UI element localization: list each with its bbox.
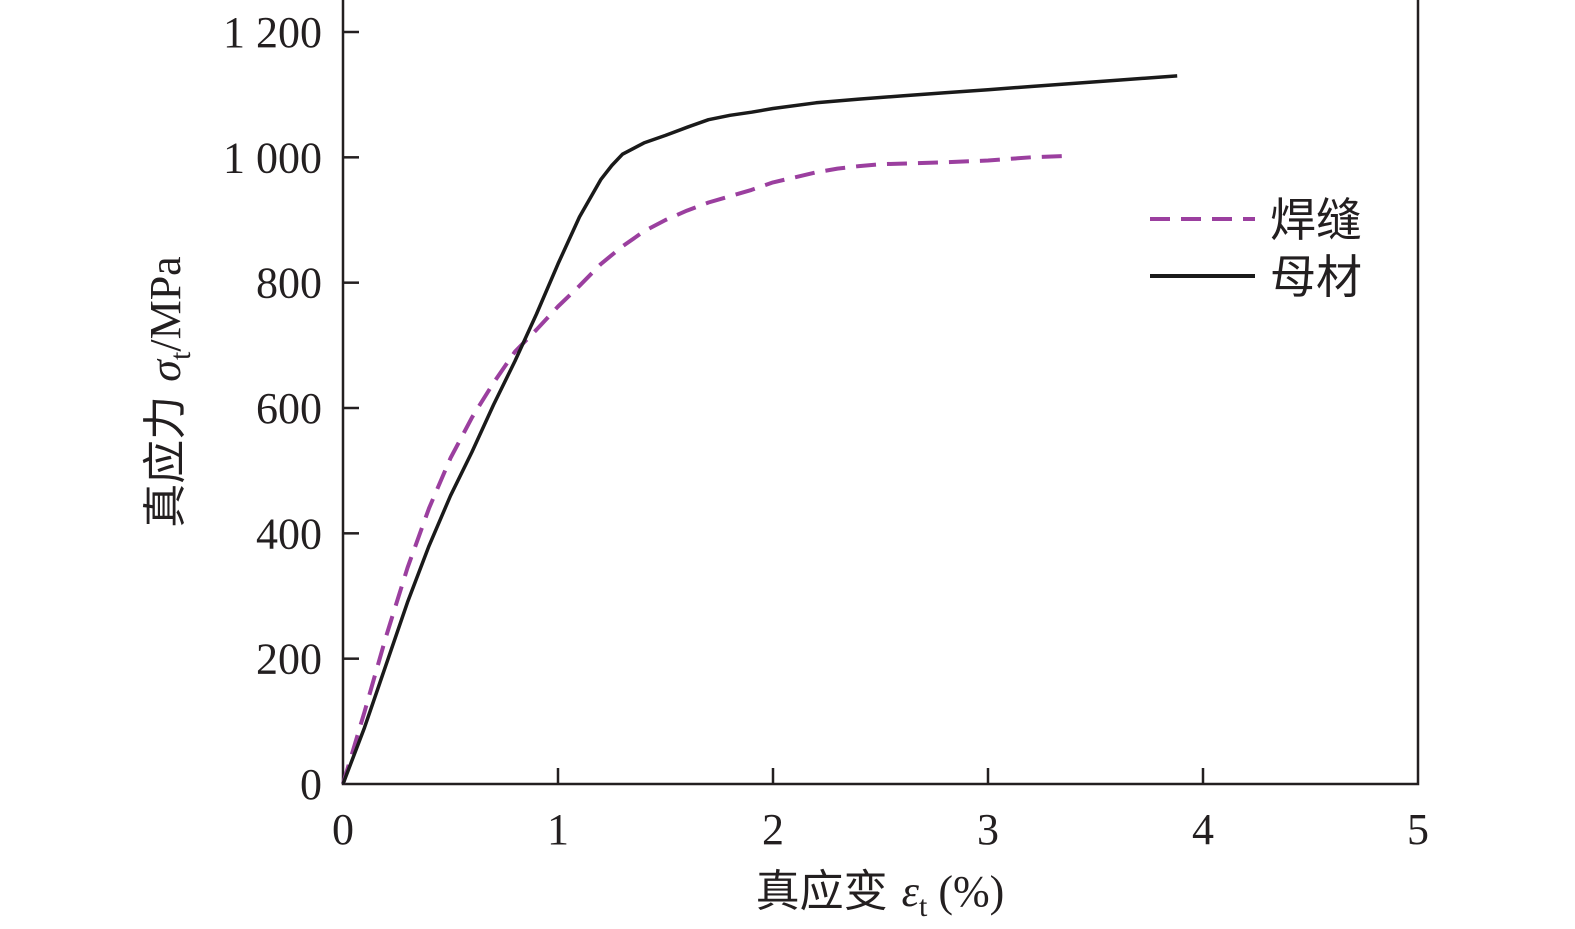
y-axis-title-main: 真应力 (140, 382, 191, 528)
y-axis-title: 真应力 σt/MPa (140, 256, 197, 527)
x-tick-label: 3 (977, 805, 999, 854)
series-layer (341, 74, 1178, 785)
y-tick-label: 1 000 (223, 133, 322, 182)
legend: 焊缝 母材 (1150, 193, 1362, 304)
y-axis-subscript: t (164, 351, 197, 360)
y-tick-label: 400 (256, 509, 322, 558)
x-axis-title: 真应变 εt (%) (756, 866, 1005, 923)
x-tick-label: 0 (332, 805, 354, 854)
series-line-base-metal (341, 74, 1178, 785)
x-axis-ticks: 0 1 2 3 4 5 (332, 768, 1429, 854)
y-tick-label: 600 (256, 384, 322, 433)
y-tick-label: 200 (256, 635, 322, 684)
legend-label-weld: 焊缝 (1270, 193, 1362, 247)
y-axis-unit: /MPa (141, 256, 190, 351)
x-axis-unit: (%) (927, 867, 1004, 916)
series-line-weld (341, 154, 1064, 785)
x-axis-title-main: 真应变 (756, 866, 902, 917)
x-tick-label: 2 (762, 805, 784, 854)
x-tick-label: 4 (1192, 805, 1214, 854)
y-tick-label: 800 (256, 259, 322, 308)
x-axis-subscript: t (919, 890, 928, 923)
x-tick-label: 5 (1407, 805, 1429, 854)
y-tick-label: 1 200 (223, 8, 322, 57)
x-tick-label: 1 (547, 805, 569, 854)
legend-label-base-metal: 母材 (1270, 250, 1362, 304)
y-tick-label: 0 (300, 760, 322, 809)
y-axis-ticks: 0 200 400 600 800 1 000 1 200 (223, 8, 359, 809)
y-axis-symbol: σ (141, 358, 190, 382)
x-axis-symbol: ε (902, 867, 920, 916)
plot-frame (341, 0, 1420, 786)
